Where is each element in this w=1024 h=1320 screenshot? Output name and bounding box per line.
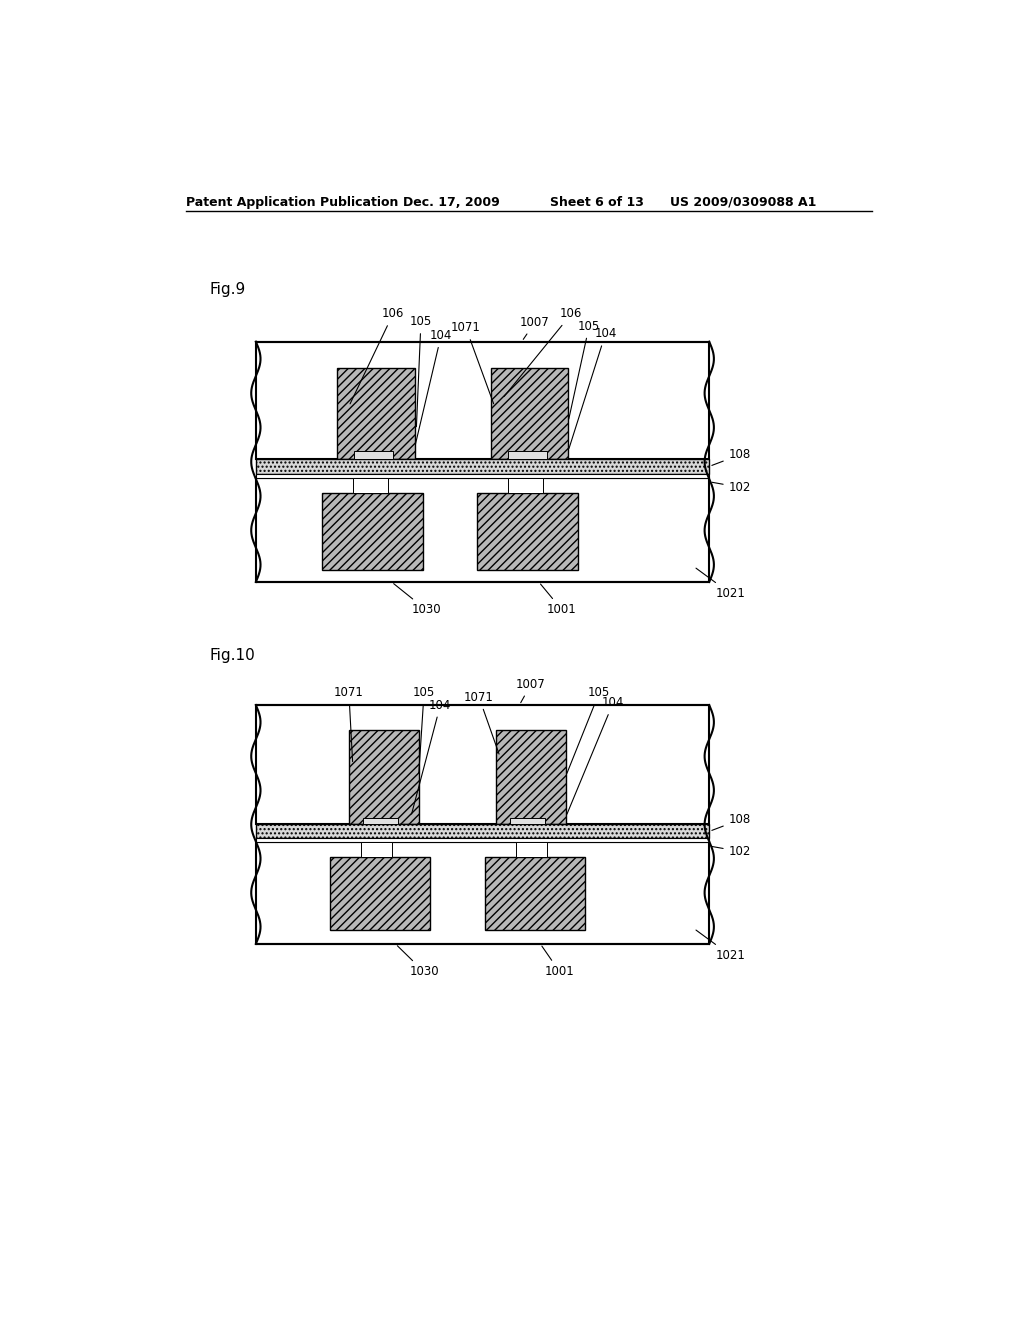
Bar — [330, 857, 430, 929]
Bar — [256, 342, 710, 459]
Bar — [352, 478, 388, 494]
Text: 105: 105 — [410, 315, 432, 426]
Bar — [360, 842, 391, 857]
Text: 1007: 1007 — [520, 315, 550, 339]
Text: Sheet 6 of 13: Sheet 6 of 13 — [550, 195, 644, 209]
Text: Fig.10: Fig.10 — [209, 648, 255, 663]
Bar — [256, 459, 710, 474]
Text: 1021: 1021 — [696, 568, 745, 601]
Text: 1001: 1001 — [541, 583, 577, 616]
Bar — [490, 368, 568, 459]
Bar — [484, 857, 586, 929]
Bar — [362, 817, 397, 825]
Bar — [508, 478, 543, 494]
Text: 104: 104 — [569, 327, 616, 449]
Text: Fig.9: Fig.9 — [209, 281, 246, 297]
Bar — [496, 730, 566, 825]
Bar — [256, 825, 710, 838]
Text: 105: 105 — [568, 319, 600, 418]
Text: 102: 102 — [712, 845, 751, 858]
Text: 1071: 1071 — [464, 690, 499, 754]
Text: 104: 104 — [416, 329, 453, 445]
Bar — [256, 838, 710, 842]
Bar — [256, 474, 710, 478]
Text: 105: 105 — [413, 686, 435, 774]
Text: 105: 105 — [567, 686, 610, 774]
Text: 1071: 1071 — [334, 686, 364, 762]
Text: 1030: 1030 — [397, 945, 439, 978]
Text: 104: 104 — [412, 698, 452, 814]
Text: 108: 108 — [712, 449, 751, 466]
Bar — [256, 705, 710, 825]
Text: 1007: 1007 — [516, 677, 546, 702]
Text: 1030: 1030 — [393, 583, 441, 616]
Text: Patent Application Publication: Patent Application Publication — [186, 195, 398, 209]
Bar — [508, 451, 547, 459]
Text: 1021: 1021 — [696, 931, 745, 962]
Text: 102: 102 — [712, 480, 751, 494]
Text: US 2009/0309088 A1: US 2009/0309088 A1 — [671, 195, 817, 209]
Bar — [354, 451, 393, 459]
Text: Dec. 17, 2009: Dec. 17, 2009 — [403, 195, 500, 209]
Text: 1071: 1071 — [451, 321, 494, 404]
Bar — [515, 842, 547, 857]
Text: 108: 108 — [712, 813, 751, 830]
Bar — [256, 478, 710, 582]
Bar — [477, 494, 578, 570]
Text: 104: 104 — [567, 696, 625, 814]
Text: 106: 106 — [350, 308, 404, 404]
Bar — [337, 368, 415, 459]
Bar — [510, 817, 545, 825]
Text: 1001: 1001 — [542, 946, 574, 978]
Bar — [322, 494, 423, 570]
Bar — [349, 730, 419, 825]
Text: 106: 106 — [504, 308, 583, 396]
Bar — [256, 842, 710, 944]
